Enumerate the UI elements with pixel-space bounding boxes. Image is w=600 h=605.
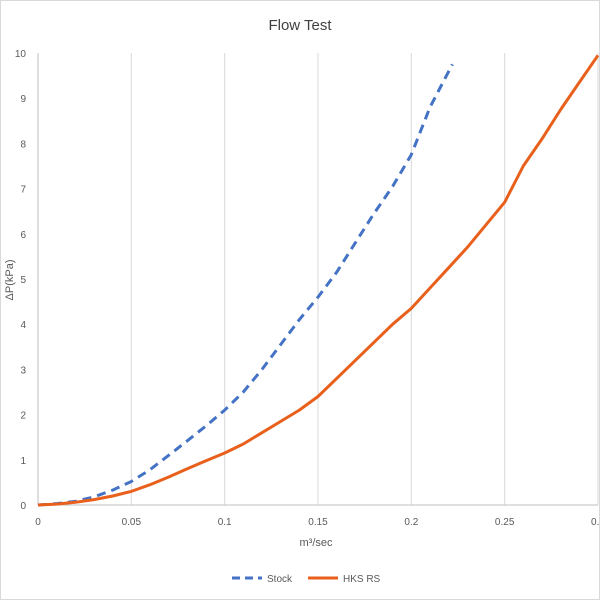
legend: Stock HKS RS [232,574,381,585]
y-tick-label: 10 [15,49,27,60]
x-tick-label: 0.2 [404,517,418,528]
x-axis-label: m³/sec [300,537,334,549]
x-tick-label: 0.1 [218,517,232,528]
y-tick-label: 2 [20,411,26,422]
x-tick-label: 0 [35,517,41,528]
y-tick-label: 0 [20,501,26,512]
y-axis-label: ΔP(kPa) [4,260,16,301]
x-tick-label: 0.15 [308,517,328,528]
legend-label: Stock [267,574,293,585]
y-tick-label: 3 [20,365,26,376]
x-tick-label: 0.3 [591,517,600,528]
legend-label: HKS RS [343,574,381,585]
x-tick-labels: 0 0.05 0.1 0.15 0.2 0.25 0.3 [35,517,600,528]
y-tick-label: 9 [20,94,26,105]
chart-title: Flow Test [268,17,332,34]
series-line-hks-rs [37,54,600,507]
y-tick-label: 5 [20,275,26,286]
legend-item-hks-rs: HKS RS [308,574,381,585]
axes [37,53,598,506]
grid-lines [130,53,599,505]
series-line-stock [37,63,454,507]
y-tick-labels: 0 1 2 3 4 5 6 7 8 9 10 [15,49,27,512]
y-tick-label: 1 [20,456,26,467]
y-tick-label: 4 [20,320,26,331]
legend-item-stock: Stock [232,574,293,585]
x-tick-label: 0.25 [495,517,515,528]
y-tick-label: 8 [20,139,26,150]
y-tick-label: 6 [20,230,26,241]
x-tick-label: 0.05 [122,517,142,528]
data-series [37,54,600,507]
y-tick-label: 7 [20,185,26,196]
